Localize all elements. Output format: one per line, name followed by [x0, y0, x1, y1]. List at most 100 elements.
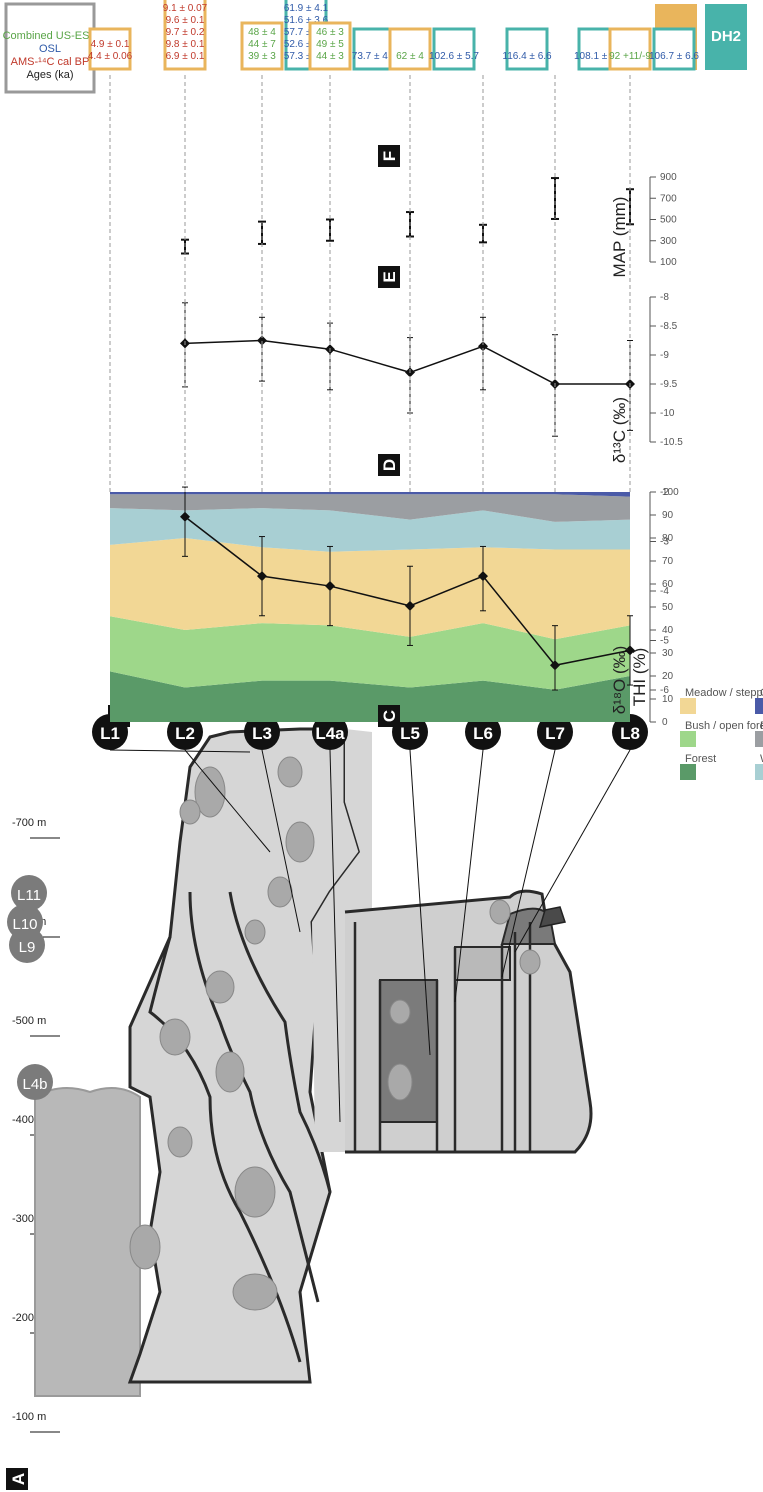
age-value: 9.1 ± 0.07 [163, 3, 208, 14]
legend-label-rocky: Rocky [760, 720, 763, 732]
age-value: 44 ± 7 [248, 39, 276, 50]
legend-label-wetland: Wetland [760, 753, 763, 765]
dh2-label: DH2 [711, 28, 741, 45]
age-value: 6.9 ± 0.1 [166, 51, 205, 62]
thi-area-oasis [110, 492, 630, 497]
legend-swatch-rocky [755, 731, 763, 747]
layer-marker-l3 [244, 714, 280, 750]
age-value: 51.6 ± 3.6 [284, 15, 329, 26]
layer-marker-l2 [167, 714, 203, 750]
ages-dh2-box [652, 27, 696, 71]
ages-legend-line: Ages (ka) [26, 69, 73, 81]
layer-marker-l7 [537, 714, 573, 750]
thi-area-meadow-steppe [110, 538, 630, 640]
axis-tick-label: -10.5 [660, 437, 683, 448]
thi-tick-label: 30 [662, 648, 674, 659]
ages-dh1-box [163, 0, 207, 71]
axis-tick-label: -9 [660, 350, 669, 361]
age-value: 108.1 ± 6.3 [574, 51, 624, 62]
age-value: 9.8 ± 0.1 [166, 39, 205, 50]
age-value: 9.6 ± 0.1 [166, 15, 205, 26]
panel-a-section: A -100 m-200 m-300 m-400 m-500 m-600 m-7… [6, 714, 648, 1490]
panel-d-marker [378, 454, 400, 476]
layer-marker-l5 [392, 714, 428, 750]
axis-tick-label: 500 [660, 215, 677, 226]
age-value: 4.4 ± 0.06 [88, 51, 133, 62]
data-point [625, 645, 635, 656]
thi-tick-label: 80 [662, 533, 674, 544]
series-line [184, 339, 630, 385]
data-point [478, 341, 488, 352]
axis-tick-label: -2 [660, 487, 669, 498]
ages-dh1-box [88, 27, 132, 71]
ages-legend-line: OSL [39, 43, 61, 55]
age-value: 92 +11/-9 [609, 51, 651, 62]
axis-tick-label: 300 [660, 236, 677, 247]
panel-e-map: E 100 300 500 700 900 MAP (mm) [181, 172, 677, 288]
c13-axis-title: δ¹³C (‰) [610, 397, 629, 463]
thi-legend: Forest Bush / open forest Meadow / steppe W… [680, 687, 763, 780]
thi-tick-label: 10 [662, 694, 674, 705]
legend-swatch-meadow-steppe [680, 698, 696, 714]
o18-plot: -6 -5 -4 -3 -2 [180, 486, 669, 696]
age-value: 9.7 ± 0.2 [166, 27, 205, 38]
axis-tick-label: -8 [660, 292, 669, 303]
age-value: 46 ± 3 [316, 27, 344, 38]
data-point [478, 571, 488, 582]
layer-label-l6: L6 [473, 724, 493, 743]
axis-tick-label: -4 [660, 586, 669, 597]
layer-label-l2: L2 [175, 724, 195, 743]
depth-label: -500 m [12, 1015, 46, 1027]
data-point [325, 581, 335, 592]
data-point [405, 600, 415, 611]
lower-boundaries [353, 922, 532, 1152]
age-value: 52.6 ± 3.3 [284, 39, 329, 50]
legend-swatch-oasis [755, 698, 763, 714]
legend-swatch-wetland [755, 764, 763, 780]
layer-marker-l4a [312, 714, 348, 750]
thi-area-forest [110, 671, 630, 722]
age-value: 4.9 ± 0.1 [91, 39, 130, 50]
panel-e-label: E [380, 271, 399, 282]
age-value: 39 ± 3 [248, 51, 276, 62]
age-value: 62 ± 4 [396, 51, 424, 62]
lower-marker-l11 [11, 875, 47, 911]
thi-tick-label: 90 [662, 510, 674, 521]
ages-legend-line: AMS-¹⁴C cal BP [11, 56, 90, 68]
age-value: 57.3 ± 4.2 [284, 51, 329, 62]
layer-label-l7: L7 [545, 724, 565, 743]
depth-label: -700 m [12, 817, 46, 829]
panel-c-o18: C -6 -5 -4 -3 -2 δ¹⁸O (‰) [180, 486, 669, 727]
dh2-box [705, 4, 747, 70]
data-point [180, 511, 190, 522]
thi-area-rocky [110, 494, 630, 522]
panel-a-marker [6, 1468, 28, 1490]
thi-tick-label: 70 [662, 556, 674, 567]
layer-marker-l8 [612, 714, 648, 750]
panel-e-marker [378, 266, 400, 288]
ages-legend-line: Combined US-ESR [3, 30, 98, 42]
lower-marker-l10 [7, 904, 43, 940]
axis-tick-label: 700 [660, 193, 677, 204]
data-point [550, 660, 560, 671]
thi-tick-label: 40 [662, 625, 674, 636]
age-value: 57.7 ± 4.2 [284, 27, 329, 38]
ages-dh2-box [432, 27, 476, 71]
o18-axis-title: δ¹⁸O (‰) [610, 646, 629, 715]
layer-label-l8: L8 [620, 724, 640, 743]
lower-layer-markers: L4b L9 L10 L11 [7, 875, 53, 1100]
age-value: 61.9 ± 3.5 [284, 0, 329, 2]
rock-fragments [129, 756, 541, 1311]
age-value: 44 ± 3 [316, 51, 344, 62]
axis-tick-label: -5 [660, 636, 669, 647]
thi-tick-label: 0 [662, 717, 668, 728]
data-point [257, 571, 267, 582]
data-point [257, 335, 267, 346]
age-value: 48 ± 4 [248, 27, 276, 38]
legend-label-oasis: Oasis [760, 687, 763, 699]
thi-axis-title: THI (%) [630, 648, 649, 707]
